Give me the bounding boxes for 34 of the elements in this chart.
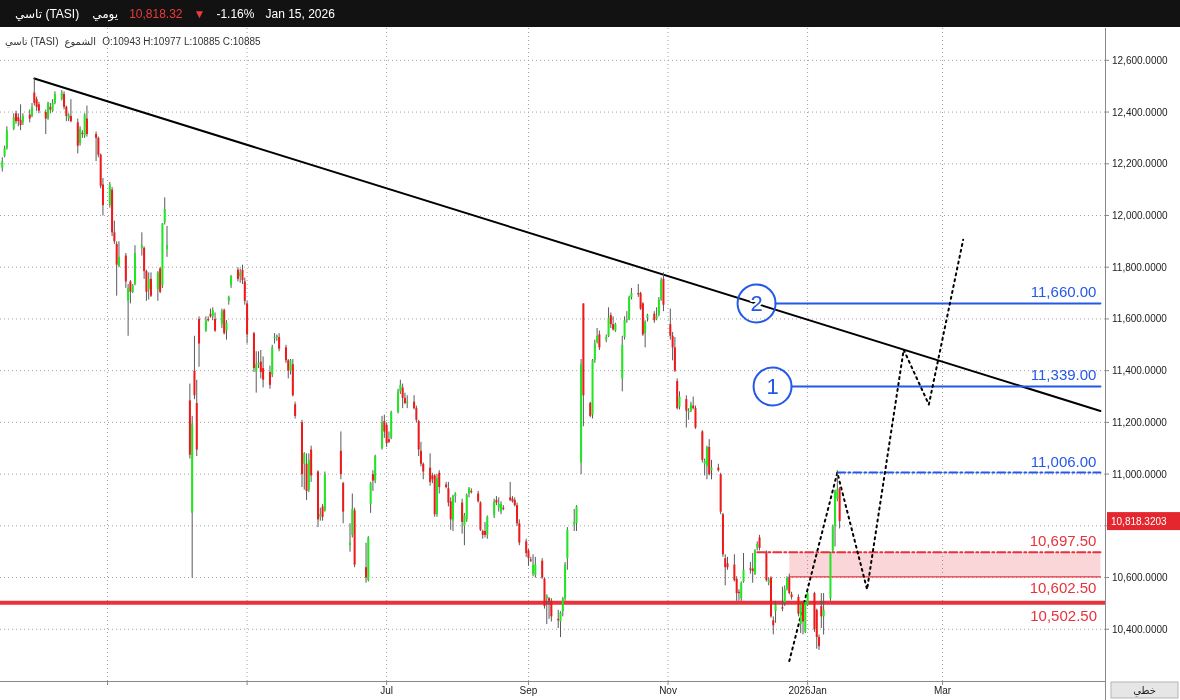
data-label: 11,006.00 xyxy=(1030,452,1097,470)
annotation: O:10943 H:10977 L:10885 C:10885 xyxy=(102,36,262,47)
y-tick-label: 12,200.0000 xyxy=(1112,158,1169,170)
y-tick-label: 11,600.0000 xyxy=(1112,313,1168,325)
y-tick-label: 12,000.0000 xyxy=(1112,210,1169,221)
text: -1.16% xyxy=(216,7,255,21)
text: Jan 15, 2026 xyxy=(265,7,336,21)
y-tick-label: 12,400.0000 xyxy=(1112,106,1169,118)
y-tick-label: 10,600.0000 xyxy=(1112,572,1169,584)
y-tick-label: 11,200.0000 xyxy=(1112,416,1168,428)
ref-line-label: 10,502.50 xyxy=(1030,606,1097,624)
data-label: 10,602.50 xyxy=(1029,578,1097,596)
text: خطي xyxy=(1133,685,1156,697)
text: 10,818.32 xyxy=(129,7,183,21)
x-tick-label: Nov xyxy=(659,685,677,696)
x-tick-label: Jul xyxy=(380,685,394,696)
y-tick-label: 10,400.0000 xyxy=(1112,623,1169,635)
y-tick-label: 11,800.0000 xyxy=(1112,261,1168,273)
text: ▼ xyxy=(193,7,206,21)
annotation: تاسي (TASI) xyxy=(5,36,59,48)
annotation: الشموع xyxy=(64,36,97,48)
chart-title: تاسي (TASI) xyxy=(15,7,80,21)
y-tick-label: 11,400.0000 xyxy=(1112,365,1168,377)
series-label: 1 xyxy=(766,374,779,400)
x-tick-label: Mar xyxy=(933,685,952,696)
y-tick-label: 12,600.0000 xyxy=(1112,54,1169,66)
y-tick-label: 11,000.0000 xyxy=(1112,468,1168,480)
data-label: 11,339.00 xyxy=(1030,366,1097,384)
text: 10,818.3203 xyxy=(1111,515,1168,527)
x-tick-label: 2026Jan xyxy=(788,685,827,696)
text: يومي xyxy=(92,7,119,22)
data-label: 10,697.50 xyxy=(1029,532,1097,550)
data-label: 11,660.00 xyxy=(1030,283,1097,301)
x-tick-label: Sep xyxy=(519,685,538,696)
